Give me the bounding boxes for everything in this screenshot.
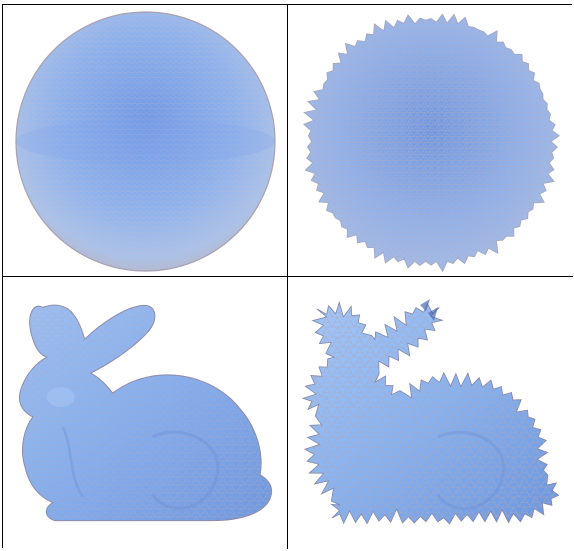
smooth-sphere-render: [15, 11, 276, 272]
mesh-comparison-grid: [2, 4, 573, 549]
noisy-bunny-render: [301, 299, 560, 525]
bunny-body: [18, 304, 273, 522]
panel-noisy-sphere: [288, 5, 573, 277]
panel-smooth-sphere: [3, 5, 288, 277]
panel-smooth-bunny: [3, 277, 288, 549]
noisy-bunny-body: [301, 299, 560, 525]
smooth-bunny-render: [18, 304, 273, 522]
panel-noisy-bunny: [288, 277, 573, 549]
noisy-sphere-render: [303, 13, 560, 273]
